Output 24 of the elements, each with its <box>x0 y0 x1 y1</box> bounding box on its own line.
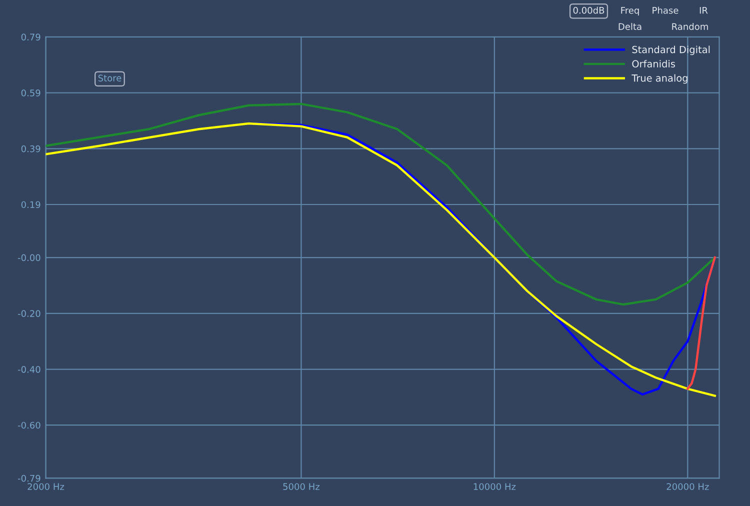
y-tick-label: -0.79 <box>18 474 40 482</box>
x-tick-label: 2000 Hz <box>28 483 64 490</box>
text: IR <box>700 7 708 14</box>
y-tick-label: 0.19 <box>21 201 40 208</box>
y-tick-label: -0.60 <box>18 422 40 429</box>
y-tick-label: 0.39 <box>21 145 40 152</box>
legend-label: Standard Digital <box>632 46 710 56</box>
text: Freq <box>621 7 639 16</box>
x-tick-label: 20000 Hz <box>666 483 709 490</box>
x-tick-label: 10000 Hz <box>474 483 516 490</box>
x-tick-label: 5000 Hz <box>283 483 320 490</box>
text: Delta <box>618 22 642 30</box>
text: Phase <box>652 6 678 14</box>
legend-label: Orfanidis <box>632 60 676 68</box>
y-tick-label: -0.00 <box>18 254 40 262</box>
line-series <box>686 256 716 390</box>
legend-label: True analog <box>632 74 688 84</box>
annotation: Store <box>98 74 122 82</box>
text: Random <box>672 22 708 30</box>
y-tick-label: 0.59 <box>21 90 40 96</box>
y-tick-label: -0.20 <box>18 310 40 317</box>
text: 0.00dB <box>573 6 604 14</box>
y-tick-label: -0.40 <box>18 366 40 373</box>
y-tick-label: 0.79 <box>21 34 40 40</box>
